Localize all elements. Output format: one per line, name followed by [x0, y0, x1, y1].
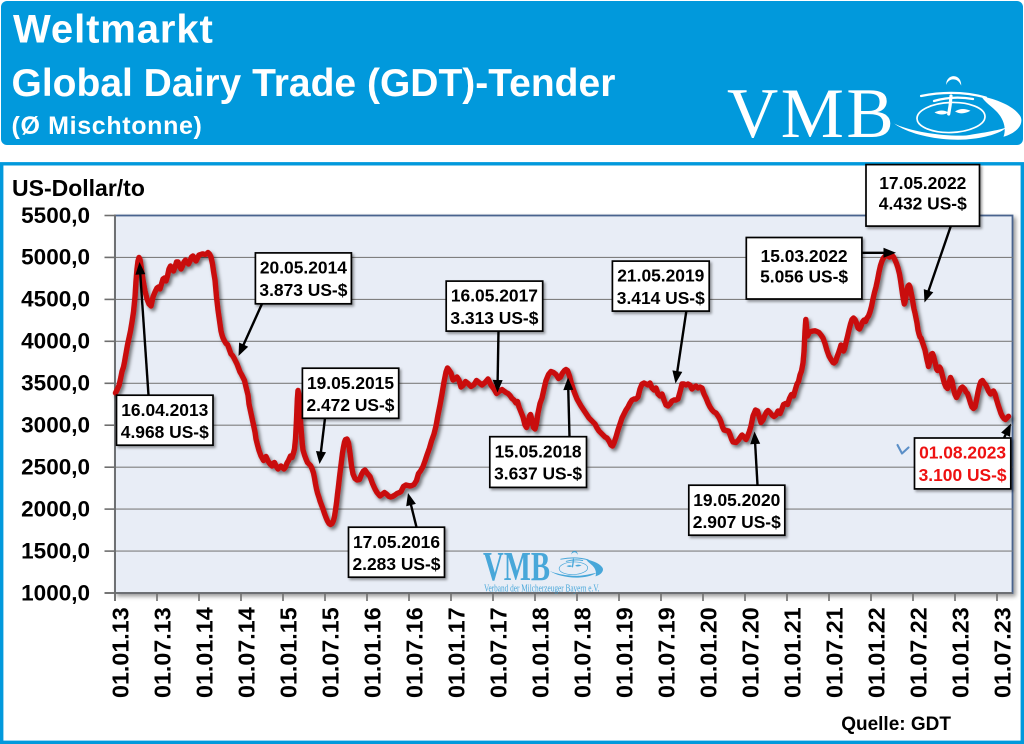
- svg-text:17.05.2016: 17.05.2016: [353, 532, 440, 552]
- svg-text:3.873 US-$: 3.873 US-$: [259, 280, 347, 300]
- svg-text:4.432 US-$: 4.432 US-$: [879, 194, 967, 214]
- svg-text:3.414 US-$: 3.414 US-$: [617, 288, 705, 308]
- svg-text:01.01.21: 01.01.21: [780, 607, 806, 698]
- svg-text:17.05.2022: 17.05.2022: [879, 173, 966, 193]
- svg-text:3.100 US-$: 3.100 US-$: [919, 465, 1007, 485]
- svg-text:VMB: VMB: [727, 75, 896, 153]
- svg-text:5000,0: 5000,0: [21, 245, 90, 270]
- svg-text:15.03.2022: 15.03.2022: [761, 246, 848, 266]
- svg-text:19.05.2015: 19.05.2015: [307, 373, 394, 393]
- svg-text:01.07.15: 01.07.15: [318, 607, 344, 698]
- svg-text:1500,0: 1500,0: [21, 538, 90, 563]
- svg-text:01.07.13: 01.07.13: [150, 607, 176, 698]
- svg-text:01.07.17: 01.07.17: [486, 607, 512, 698]
- svg-text:Weltmarkt: Weltmarkt: [13, 8, 214, 52]
- svg-text:01.01.22: 01.01.22: [864, 607, 890, 698]
- svg-text:01.07.23: 01.07.23: [990, 607, 1016, 698]
- svg-text:15.05.2018: 15.05.2018: [495, 441, 582, 461]
- svg-text:VMB: VMB: [483, 543, 550, 589]
- svg-text:3000,0: 3000,0: [21, 413, 90, 438]
- svg-text:16.04.2013: 16.04.2013: [121, 400, 208, 420]
- svg-text:01.01.16: 01.01.16: [360, 607, 386, 698]
- svg-text:01.01.17: 01.01.17: [444, 607, 470, 698]
- svg-text:21.05.2019: 21.05.2019: [617, 266, 704, 286]
- svg-text:01.01.14: 01.01.14: [192, 607, 218, 698]
- svg-text:2.907 US-$: 2.907 US-$: [693, 512, 781, 532]
- svg-text:01.07.16: 01.07.16: [402, 607, 428, 698]
- svg-text:4000,0: 4000,0: [21, 329, 90, 354]
- svg-text:3.313 US-$: 3.313 US-$: [450, 308, 538, 328]
- svg-text:01.01.13: 01.01.13: [108, 607, 134, 698]
- svg-text:01.01.15: 01.01.15: [276, 607, 302, 698]
- svg-text:(Ø Mischtonne): (Ø Mischtonne): [12, 112, 203, 140]
- svg-text:3500,0: 3500,0: [21, 371, 90, 396]
- svg-text:01.07.14: 01.07.14: [234, 607, 260, 698]
- svg-text:01.01.23: 01.01.23: [948, 607, 974, 698]
- svg-text:4500,0: 4500,0: [21, 287, 90, 312]
- svg-text:19.05.2020: 19.05.2020: [693, 490, 780, 510]
- svg-text:2500,0: 2500,0: [21, 455, 90, 480]
- svg-text:01.01.18: 01.01.18: [528, 607, 554, 698]
- svg-text:16.05.2017: 16.05.2017: [451, 286, 538, 306]
- svg-text:01.07.19: 01.07.19: [654, 607, 680, 698]
- svg-text:1000,0: 1000,0: [21, 580, 90, 605]
- svg-text:2.472 US-$: 2.472 US-$: [307, 395, 395, 415]
- svg-text:01.07.22: 01.07.22: [906, 607, 932, 698]
- svg-text:Verband der Milcherzeuger Baye: Verband der Milcherzeuger Bayern e.V.: [484, 584, 600, 595]
- svg-text:US-Dollar/to: US-Dollar/to: [12, 175, 145, 201]
- svg-text:2000,0: 2000,0: [21, 496, 90, 521]
- svg-text:4.968 US-$: 4.968 US-$: [121, 422, 209, 442]
- svg-text:01.07.18: 01.07.18: [570, 607, 596, 698]
- svg-text:5500,0: 5500,0: [21, 203, 90, 228]
- svg-text:01.01.20: 01.01.20: [696, 607, 722, 698]
- svg-text:2.283 US-$: 2.283 US-$: [353, 554, 441, 574]
- svg-text:5.056 US-$: 5.056 US-$: [760, 267, 848, 287]
- svg-text:01.08.2023: 01.08.2023: [919, 443, 1006, 463]
- svg-text:01.07.20: 01.07.20: [738, 607, 764, 698]
- svg-text:3.637 US-$: 3.637 US-$: [494, 464, 582, 484]
- svg-text:20.05.2014: 20.05.2014: [260, 258, 347, 278]
- svg-text:Quelle: GDT: Quelle: GDT: [841, 714, 951, 735]
- svg-text:01.07.21: 01.07.21: [822, 607, 848, 698]
- svg-text:01.01.19: 01.01.19: [612, 607, 638, 698]
- svg-text:Global Dairy Trade (GDT)-Tende: Global Dairy Trade (GDT)-Tender: [12, 62, 616, 105]
